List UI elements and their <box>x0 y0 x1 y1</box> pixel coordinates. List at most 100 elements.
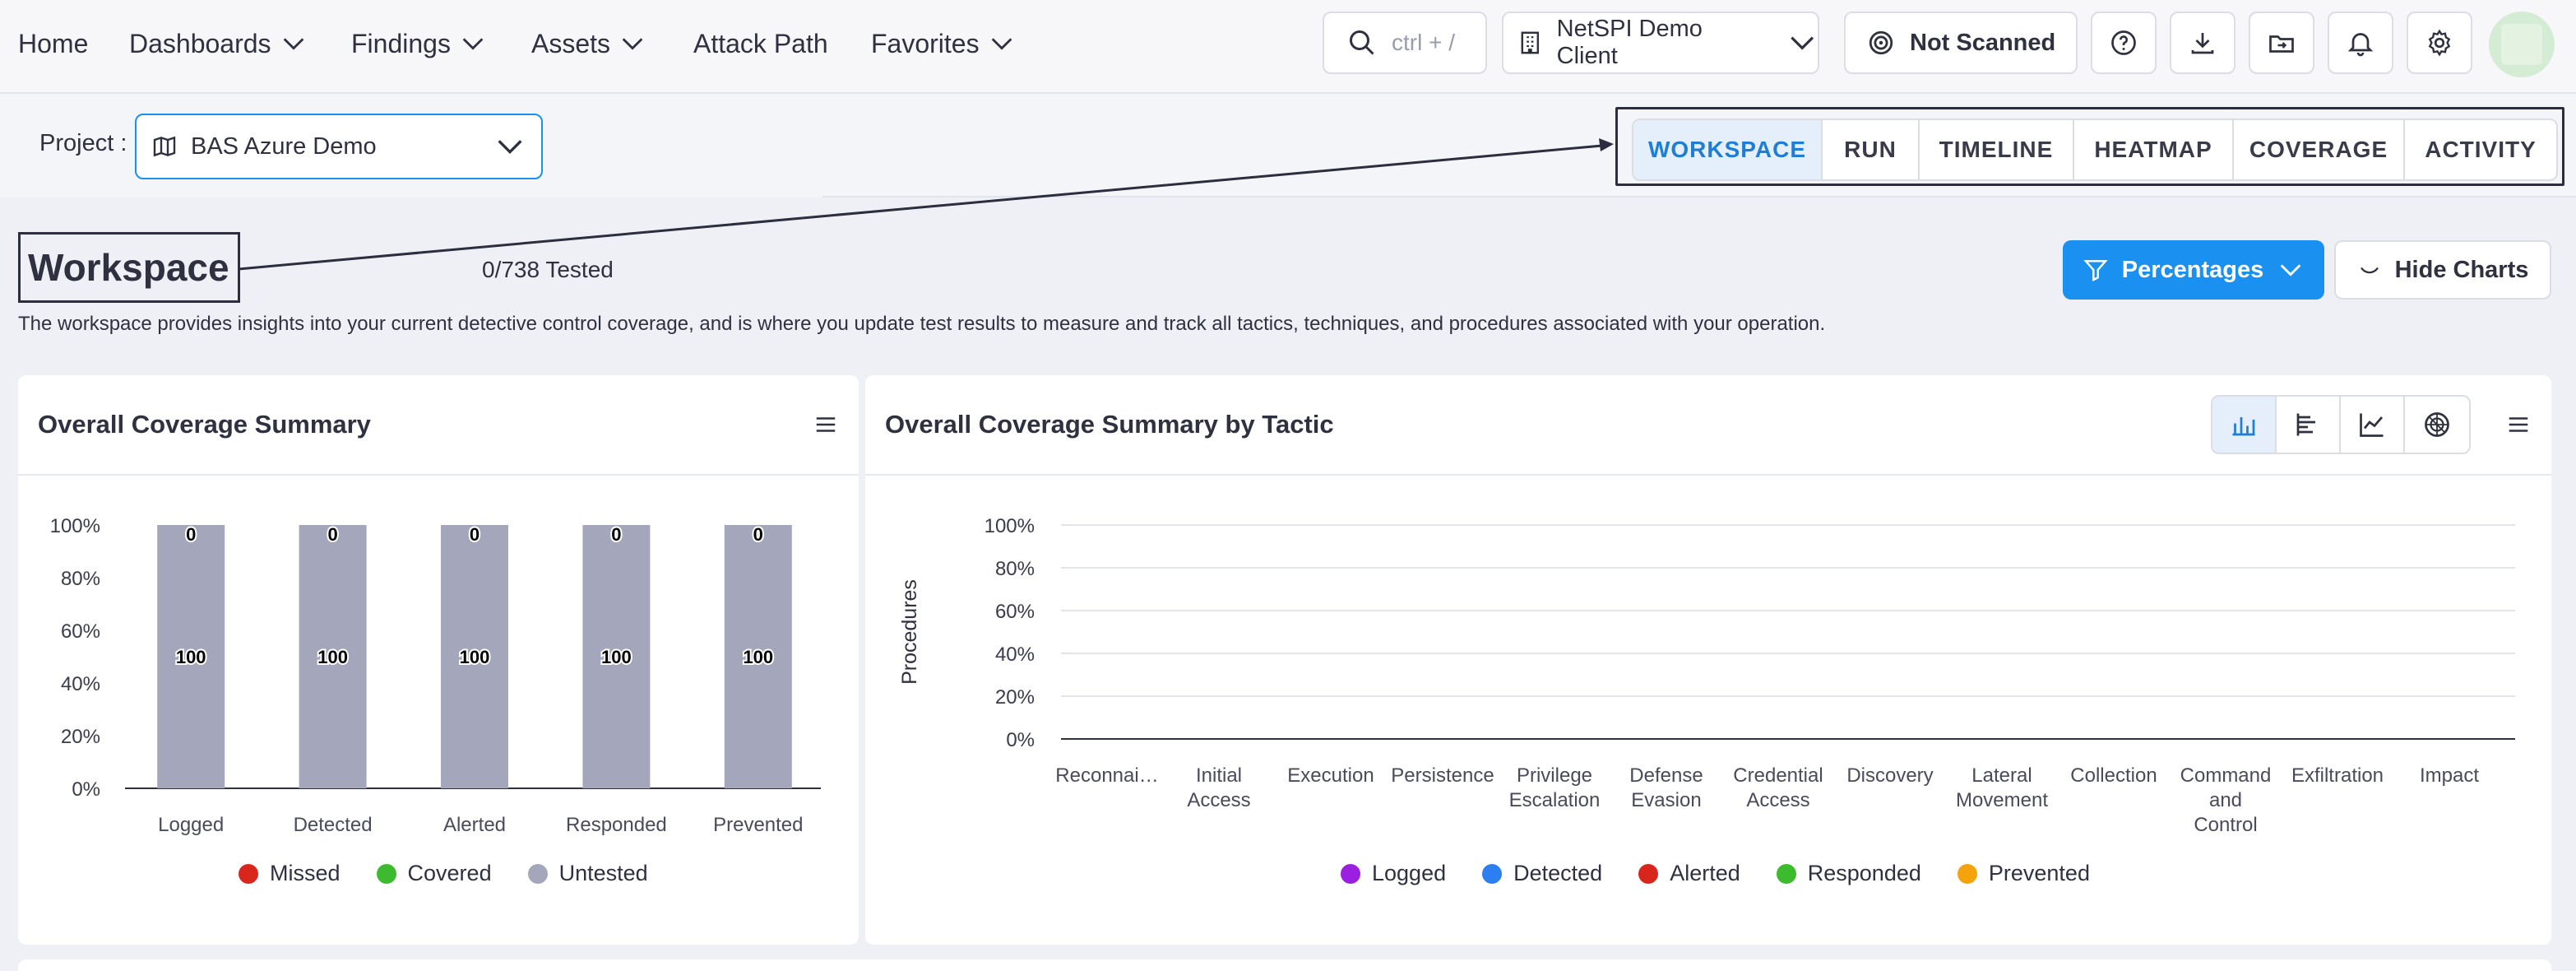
nav-assets[interactable]: Assets <box>531 25 646 63</box>
nav-favorites[interactable]: Favorites <box>871 25 1016 63</box>
gear-icon <box>2428 29 2451 57</box>
percentages-button[interactable]: Percentages <box>2063 240 2324 300</box>
switch-folder-button[interactable] <box>2249 12 2314 74</box>
hamburger-menu-icon <box>2509 417 2528 432</box>
tab-heatmap[interactable]: HEATMAP <box>2074 120 2234 179</box>
x-tick-label: Prevented <box>713 814 803 836</box>
x-tick-label: Lateral <box>1971 764 2032 787</box>
x-tick-label: Responded <box>566 814 667 836</box>
nav-home-label: Home <box>18 28 89 58</box>
bar-mid-data-label: 100 <box>460 647 490 667</box>
building-icon <box>1521 31 1540 54</box>
tab-run[interactable]: RUN <box>1823 120 1920 179</box>
folder-sync-icon <box>2269 35 2294 53</box>
legend-alerted-label: Alerted <box>1670 861 1740 885</box>
tab-activity[interactable]: ACTIVITY <box>2405 120 2556 179</box>
bar-untested <box>157 525 225 788</box>
legend-responded-dot <box>1776 863 1796 884</box>
x-tick-label: Collection <box>2070 764 2157 787</box>
nav-home[interactable]: Home <box>18 25 88 63</box>
legend-responded-label: Responded <box>1807 861 1921 885</box>
coverage-summary-legend: Missed Covered Untested <box>239 861 648 886</box>
horizontal-bar-chart-button[interactable] <box>2277 397 2341 453</box>
x-tick-label: Escalation <box>1509 789 1601 811</box>
legend-prevented-dot <box>1957 863 1977 884</box>
hide-charts-label: Hide Charts <box>2394 256 2529 283</box>
y-tick-label: 40% <box>995 643 1035 666</box>
legend-covered[interactable]: Covered <box>376 861 492 886</box>
coverage-by-tactic-legend: Logged Detected Alerted Responded Preven… <box>1341 861 2090 886</box>
coverage-summary-title: Overall Coverage Summary <box>38 410 371 439</box>
nav-findings[interactable]: Findings <box>351 25 487 63</box>
nav-attack-path-label: Attack Path <box>693 28 828 58</box>
settings-button[interactable] <box>2407 12 2472 74</box>
scan-status-button[interactable]: Not Scanned <box>1844 12 2078 74</box>
tab-heatmap-label: HEATMAP <box>2094 137 2212 162</box>
x-tick-label: Persistence <box>1391 764 1494 787</box>
tab-coverage[interactable]: COVERAGE <box>2234 120 2405 179</box>
x-tick-label: Control <box>2194 814 2257 836</box>
vertical-bar-chart-button[interactable] <box>2212 397 2277 453</box>
bar-mid-data-label: 100 <box>176 647 206 667</box>
hamburger-menu-icon <box>816 417 836 432</box>
y-tick-label: 100% <box>50 515 100 537</box>
help-button[interactable] <box>2091 12 2157 74</box>
legend-missed[interactable]: Missed <box>239 861 341 886</box>
legend-prevented[interactable]: Prevented <box>1957 861 2090 886</box>
download-button[interactable] <box>2170 12 2235 74</box>
coverage-summary-menu-button[interactable] <box>808 407 844 443</box>
bar-chart-icon <box>2232 417 2255 436</box>
x-tick-label: Access <box>1746 789 1809 811</box>
project-selector[interactable]: BAS Azure Demo <box>135 114 543 179</box>
legend-detected[interactable]: Detected <box>1482 861 1602 886</box>
coverage-by-tactic-card: Overall Coverage Summary by Tactic 0% 20%… <box>865 375 2551 945</box>
legend-alerted[interactable]: Alerted <box>1638 861 1740 886</box>
avatar[interactable] <box>2489 12 2555 77</box>
nav-attack-path[interactable]: Attack Path <box>693 25 828 63</box>
search-shortcut-hint: ctrl + / <box>1392 30 1456 55</box>
y-tick-label: 60% <box>995 601 1035 623</box>
coverage-by-tactic-menu-button[interactable] <box>2500 407 2537 443</box>
x-tick-label: Exfiltration <box>2291 764 2384 787</box>
legend-covered-dot <box>376 863 396 884</box>
bar-top-data-label: 0 <box>470 524 480 545</box>
nav-dashboards[interactable]: Dashboards <box>129 25 308 63</box>
x-tick-label: Privilege <box>1517 764 1592 787</box>
global-search[interactable]: ctrl + / <box>1323 12 1487 74</box>
legend-untested[interactable]: Untested <box>527 861 648 886</box>
coverage-by-tactic-divider <box>865 474 2551 476</box>
radar-chart-button[interactable] <box>2405 397 2469 453</box>
x-tick-label: Access <box>1187 789 1250 811</box>
project-name: BAS Azure Demo <box>191 132 377 160</box>
tab-timeline[interactable]: TIMELINE <box>1920 120 2074 179</box>
bar-untested <box>299 525 367 788</box>
download-icon <box>2191 33 2214 54</box>
bar-top-data-label: 0 <box>753 524 763 545</box>
legend-logged[interactable]: Logged <box>1341 861 1446 886</box>
tab-coverage-label: COVERAGE <box>2249 137 2388 162</box>
notifications-button[interactable] <box>2328 12 2393 74</box>
nav-assets-label: Assets <box>531 28 611 58</box>
tab-run-label: RUN <box>1844 137 1897 162</box>
x-tick-label: Discovery <box>1846 764 1933 787</box>
y-axis-title: Procedures <box>898 579 921 685</box>
nav-dashboards-label: Dashboards <box>129 28 271 58</box>
client-selector[interactable]: NetSPI Demo Client <box>1502 12 1819 74</box>
legend-responded[interactable]: Responded <box>1776 861 1921 886</box>
tab-timeline-label: TIMELINE <box>1939 137 2054 162</box>
coverage-summary-chart: 0% 20% 40% 60% 80% 100% 0 100 Logged 0 100 Detected… <box>50 515 821 836</box>
coverage-by-tactic-title: Overall Coverage Summary by Tactic <box>885 410 1334 439</box>
tab-workspace[interactable]: WORKSPACE <box>1633 120 1823 179</box>
x-tick-label: Logged <box>158 814 224 836</box>
chevron-down-icon <box>991 38 1012 50</box>
y-tick-label: 20% <box>995 686 1035 709</box>
x-tick-label: Alerted <box>443 814 506 836</box>
chevron-down-icon <box>283 38 303 50</box>
search-icon <box>1350 30 1374 55</box>
line-chart-button[interactable] <box>2341 397 2405 453</box>
hide-charts-button[interactable]: Hide Charts <box>2334 240 2551 300</box>
legend-detected-label: Detected <box>1513 861 1603 885</box>
x-tick-label: Execution <box>1287 764 1374 787</box>
chevron-down-icon <box>498 140 522 155</box>
chevron-down-icon <box>1790 36 1814 50</box>
